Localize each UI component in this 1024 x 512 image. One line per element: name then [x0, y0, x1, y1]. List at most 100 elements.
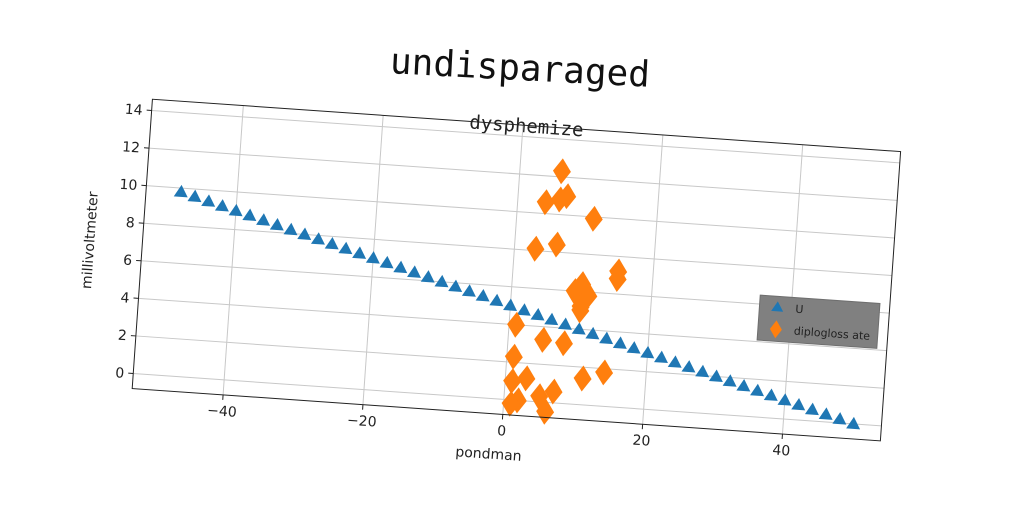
u-point	[599, 331, 614, 345]
u-point	[201, 194, 216, 207]
diplogloss-ate-point	[536, 398, 555, 425]
legend-box	[756, 294, 881, 349]
diplogloss-ate-point	[608, 266, 627, 292]
u-point	[777, 393, 792, 406]
u-point	[187, 189, 202, 203]
x-grid-line	[502, 125, 524, 415]
u-point	[612, 336, 627, 349]
u-point	[475, 289, 490, 302]
diplogloss-ate-point	[552, 158, 571, 185]
u-point	[214, 199, 229, 212]
u-point	[448, 279, 463, 293]
diplogloss-ate-point	[530, 383, 549, 410]
u-point	[283, 222, 298, 236]
u-point	[667, 355, 682, 368]
u-point	[832, 412, 847, 425]
u-point	[310, 232, 325, 245]
u-point	[242, 208, 257, 222]
u-point	[544, 312, 559, 326]
diplogloss-ate-point	[534, 326, 553, 353]
diplogloss-ate-point	[504, 343, 523, 370]
legend-marker-u	[771, 301, 784, 312]
u-point	[420, 270, 435, 283]
x-axis-label: pondman	[455, 444, 522, 465]
y-grid-line	[143, 222, 892, 277]
x-tick-label: 0	[497, 423, 507, 440]
u-point	[461, 284, 476, 297]
u-point	[352, 246, 367, 259]
u-point	[297, 227, 312, 240]
x-grid-line	[222, 105, 244, 395]
x-tick-label: −40	[207, 403, 238, 421]
u-point	[654, 350, 668, 364]
u-point	[626, 341, 641, 354]
u-point	[489, 293, 504, 307]
diplogloss-ate-point	[573, 365, 592, 392]
y-grid-line	[148, 147, 898, 201]
x-tick-label: −20	[346, 413, 377, 431]
diplogloss-ate-point	[503, 368, 522, 395]
diplogloss-ate-point	[571, 297, 590, 324]
u-point	[585, 326, 600, 340]
plot-area-frame	[131, 98, 902, 442]
u-point	[736, 379, 751, 392]
series-layer	[173, 158, 861, 430]
u-point	[379, 255, 394, 269]
u-point	[557, 317, 572, 330]
y-tick-label: 14	[124, 102, 143, 119]
u-point	[708, 369, 723, 382]
diplogloss-ate-point	[595, 359, 614, 386]
u-point	[228, 203, 243, 217]
y-grid-line	[146, 185, 895, 239]
y-tick-label: 2	[117, 328, 127, 345]
diplogloss-ate-point	[501, 390, 520, 417]
u-point	[681, 360, 696, 373]
u-point	[804, 402, 819, 416]
legend-label-u: U	[795, 303, 804, 317]
u-point	[269, 218, 284, 231]
u-point	[173, 184, 188, 198]
diplogloss-ate-point	[517, 365, 536, 392]
tick-labels: −40 −20 0 20 40 0 2 4 6 8 10 12 14	[115, 102, 791, 460]
diplogloss-ate-point	[547, 231, 566, 258]
u-point	[338, 241, 353, 255]
y-tick-label: 10	[119, 177, 138, 194]
y-axis-label: millivoltmeter	[79, 191, 102, 290]
x-grid-line	[781, 144, 804, 435]
u-point	[722, 374, 737, 387]
diplogloss-ate-point	[565, 278, 584, 305]
x-grid-line	[642, 134, 664, 425]
diplogloss-ate-point	[544, 378, 563, 405]
u-point	[256, 213, 271, 226]
diplogloss-ate-point	[536, 189, 555, 216]
diplogloss-ate-point	[507, 311, 526, 338]
u-point	[530, 307, 545, 321]
y-tick-label: 0	[115, 365, 125, 382]
u-point	[763, 388, 778, 401]
x-tick-label: 40	[772, 442, 791, 459]
u-point	[750, 383, 765, 397]
legend: U diplogloss ate	[756, 294, 881, 349]
grid	[133, 105, 900, 435]
u-point	[695, 364, 710, 378]
y-tick-label: 6	[123, 253, 133, 270]
diplogloss-ate-point	[550, 186, 569, 213]
diplogloss-ate-point	[554, 330, 573, 357]
u-point	[846, 416, 861, 430]
u-point	[365, 251, 380, 264]
diplogloss-ate-point	[526, 235, 545, 262]
y-tick-label: 4	[120, 290, 130, 307]
y-tick-label: 12	[122, 139, 141, 156]
u-point	[818, 407, 833, 420]
u-point	[640, 345, 655, 359]
u-point	[324, 236, 339, 250]
y-tick-label: 8	[125, 215, 135, 232]
u-point	[407, 265, 421, 278]
u-point	[571, 322, 586, 335]
u-point	[434, 274, 449, 288]
u-point	[516, 303, 531, 316]
diplogloss-ate-point	[584, 205, 603, 232]
